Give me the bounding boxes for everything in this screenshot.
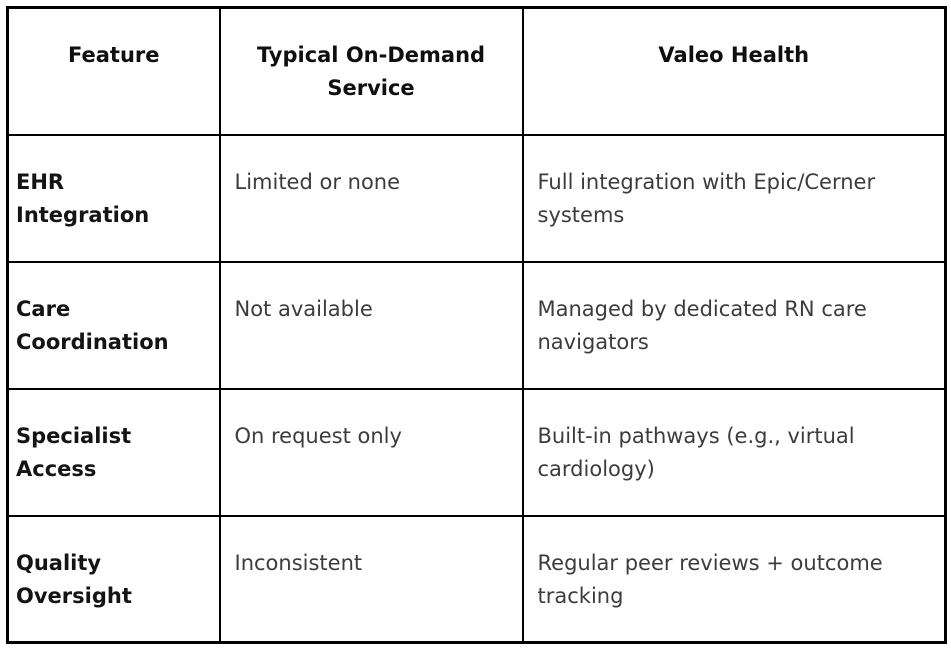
valeo-health-value: Full integration with Epic/Cerner system… <box>521 133 947 263</box>
feature-label: EHR Integration <box>6 133 221 263</box>
valeo-health-value: Built-in pathways (e.g., virtual cardiol… <box>521 387 947 517</box>
valeo-health-value: Managed by dedicated RN care navigators <box>521 260 947 390</box>
feature-label: Quality Oversight <box>6 514 221 644</box>
feature-label: Specialist Access <box>6 387 221 517</box>
header-valeo-health: Valeo Health <box>521 6 947 136</box>
typical-service-value: On request only <box>218 387 524 517</box>
typical-service-value: Not available <box>218 260 524 390</box>
header-row: Feature Typical On-Demand Service Valeo … <box>6 6 947 136</box>
comparison-table: Feature Typical On-Demand Service Valeo … <box>6 6 947 644</box>
header-typical-on-demand-service: Typical On-Demand Service <box>218 6 524 136</box>
typical-service-value: Limited or none <box>218 133 524 263</box>
table-row-specialist-access: Specialist Access On request only Built-… <box>6 387 947 517</box>
valeo-health-value: Regular peer reviews + outcome tracking <box>521 514 947 644</box>
feature-label: Care Coordination <box>6 260 221 390</box>
header-feature: Feature <box>6 6 221 136</box>
table-row-care-coordination: Care Coordination Not available Managed … <box>6 260 947 390</box>
table-row-ehr-integration: EHR Integration Limited or none Full int… <box>6 133 947 263</box>
table-row-quality-oversight: Quality Oversight Inconsistent Regular p… <box>6 514 947 644</box>
typical-service-value: Inconsistent <box>218 514 524 644</box>
